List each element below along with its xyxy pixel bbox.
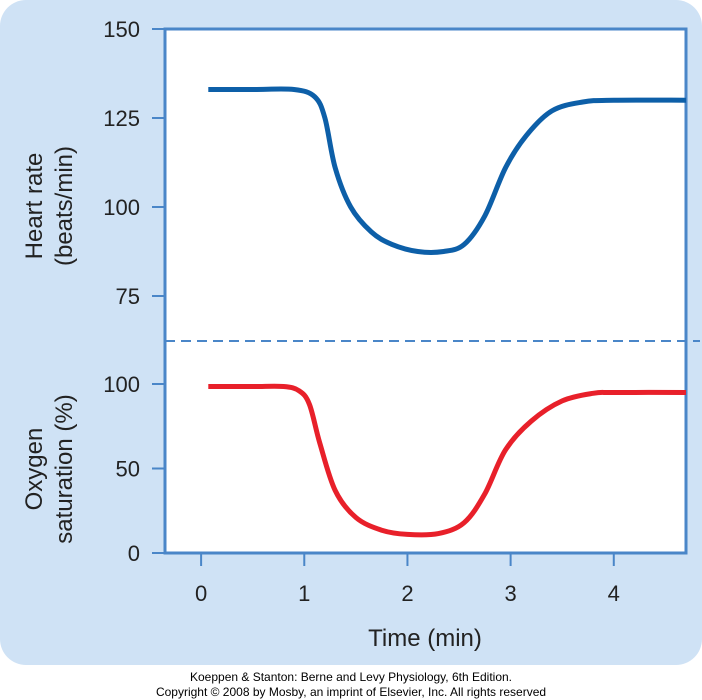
copyright-line-1: Koeppen & Stanton: Berne and Levy Physio… bbox=[190, 670, 512, 684]
chart-svg: Heart rate (beats/min) Oxygen saturation… bbox=[0, 0, 702, 665]
y-tick-label: 150 bbox=[103, 17, 140, 42]
heart-rate-ylabel-line1: Heart rate bbox=[21, 153, 48, 260]
x-tick-label: 4 bbox=[608, 581, 620, 606]
x-tick-label: 0 bbox=[195, 581, 207, 606]
heart-rate-line bbox=[208, 86, 687, 255]
y-tick-label: 100 bbox=[103, 372, 140, 397]
x-tick-label: 2 bbox=[401, 581, 413, 606]
oxygen-ylabel-line1: Oxygen bbox=[21, 428, 48, 511]
y-tick-label: 0 bbox=[128, 541, 140, 566]
heart-rate-ylabel-line2: (beats/min) bbox=[51, 146, 78, 266]
oxygen-ylabel-line2: saturation (%) bbox=[51, 394, 78, 543]
y-tick-label: 75 bbox=[116, 284, 140, 309]
chart-marks: 75 100 125 150 0 50 100 0 1 2 3 4 bbox=[103, 17, 687, 606]
x-tick-label: 3 bbox=[504, 581, 516, 606]
y-tick-label: 125 bbox=[103, 106, 140, 131]
copyright-line-2: Copyright © 2008 by Mosby, an imprint of… bbox=[155, 685, 547, 699]
y-tick-label: 50 bbox=[116, 457, 140, 482]
x-tick-label: 1 bbox=[298, 581, 310, 606]
y-tick-label: 100 bbox=[103, 195, 140, 220]
x-axis-label: Time (min) bbox=[368, 625, 482, 652]
plot-area bbox=[163, 27, 688, 555]
oxygen-saturation-line bbox=[208, 383, 687, 538]
figure-panel: Heart rate (beats/min) Oxygen saturation… bbox=[0, 0, 702, 665]
